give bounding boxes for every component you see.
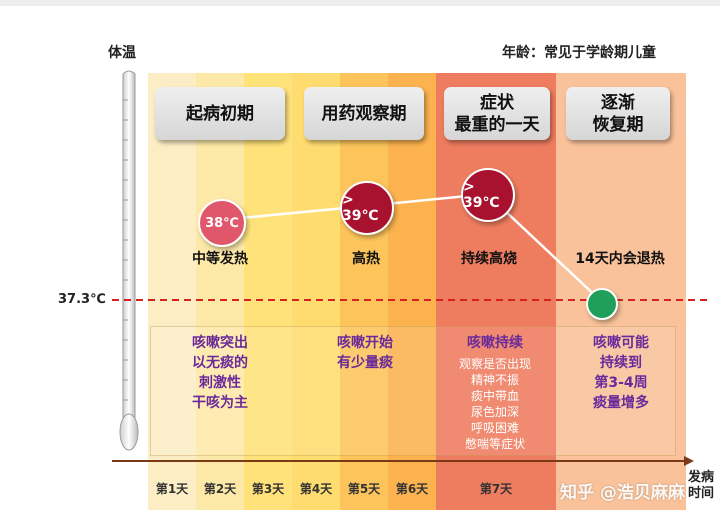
day-label-4: 第4天 bbox=[299, 482, 333, 496]
temp-bubble-onset: 38℃ bbox=[198, 199, 246, 247]
day-label-2: 第2天 bbox=[203, 482, 237, 496]
cough-peak-details: 观察是否出现 精神不振 痰中带血 尿色加深 呼吸困难 憋喘等症状 bbox=[458, 357, 531, 451]
band-day2 bbox=[196, 73, 244, 510]
threshold-label: 37.3℃ bbox=[58, 292, 106, 307]
day-label-6: 第6天 bbox=[395, 482, 429, 496]
band-day4 bbox=[292, 73, 340, 510]
top-strip bbox=[0, 0, 720, 6]
cough-recovery: 咳嗽可能 持续到 第3-4周 痰量增多 bbox=[593, 335, 649, 411]
band-recovery bbox=[556, 73, 686, 510]
x-axis-label: 发病 时间 bbox=[688, 470, 715, 501]
day-label-5: 第5天 bbox=[347, 482, 381, 496]
band-day3 bbox=[244, 73, 292, 510]
age-note: 年龄：常见于学龄期儿童 bbox=[502, 45, 656, 61]
thermometer-icon bbox=[119, 70, 139, 451]
fever-state-peak: 持续高烧 bbox=[461, 251, 517, 267]
fever-state-recovery: 14天内会退热 bbox=[575, 251, 665, 267]
day-label-7: 第7天 bbox=[479, 482, 513, 496]
cough-peak: 咳嗽持续 bbox=[467, 335, 523, 351]
cough-panel-frame bbox=[150, 326, 676, 456]
phase-onset: 起病初期 bbox=[155, 87, 285, 140]
phase-recovery: 逐渐 恢复期 bbox=[566, 87, 670, 140]
day-label-1: 第1天 bbox=[155, 482, 189, 496]
phase-observation: 用药观察期 bbox=[304, 87, 424, 140]
temp-bubble-peak: > 39℃ bbox=[461, 168, 515, 222]
band-day5 bbox=[340, 73, 388, 510]
band-day6 bbox=[388, 73, 436, 510]
band-day7 bbox=[436, 73, 556, 510]
y-axis-label: 体温 bbox=[108, 45, 136, 61]
day-label-3: 第3天 bbox=[251, 482, 285, 496]
phase-peak: 症状 最重的一天 bbox=[444, 87, 550, 140]
fever-state-observation: 高热 bbox=[352, 251, 380, 267]
cough-observation: 咳嗽开始 有少量痰 bbox=[337, 335, 393, 371]
fever-state-onset: 中等发热 bbox=[192, 251, 248, 267]
temp-bubble-observation: > 39℃ bbox=[340, 181, 394, 235]
watermark: 知乎 @浩贝麻麻 bbox=[560, 483, 685, 503]
band-day1 bbox=[148, 73, 196, 510]
temp-bubble-recovery bbox=[586, 288, 618, 320]
cough-onset: 咳嗽突出 以无痰的 刺激性 干咳为主 bbox=[192, 335, 248, 411]
